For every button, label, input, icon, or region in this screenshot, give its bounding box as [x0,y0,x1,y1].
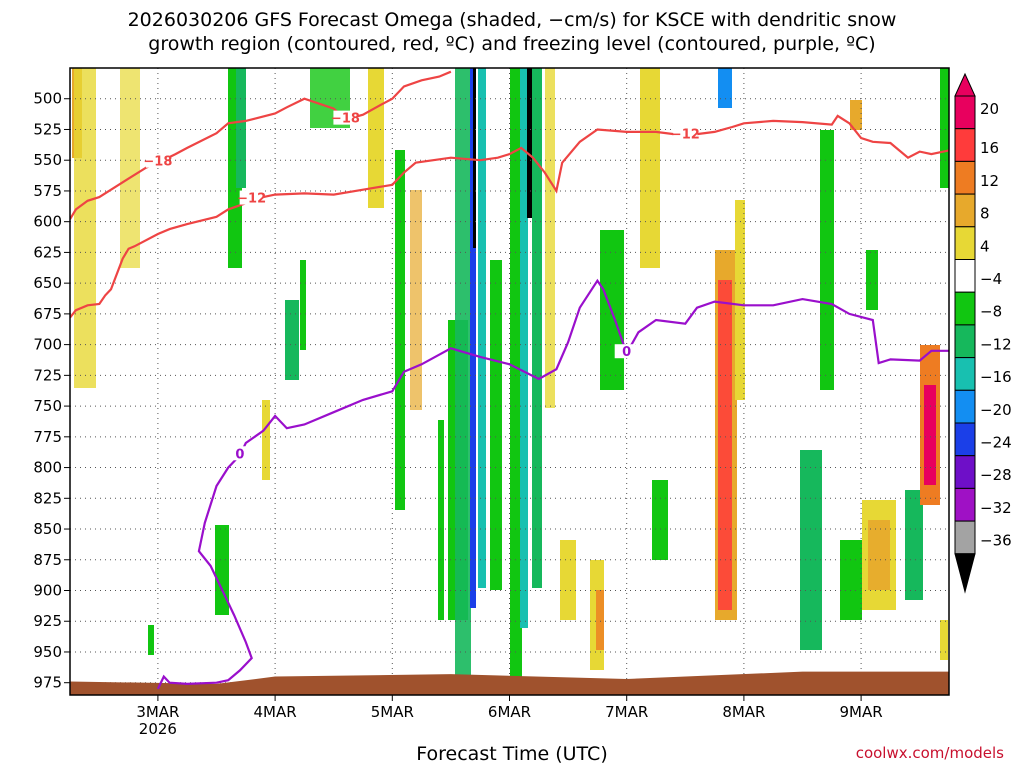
dgz-contour-1 [70,70,452,220]
omega-shading [72,68,949,688]
dgz-contour-1-label-bg [145,153,170,168]
colorbar-swatch [954,487,976,522]
colorbar-swatch [954,455,976,489]
colorbar-swatch [954,160,976,195]
dgz-contour-1-label: −18 [331,112,360,127]
colorbar-label: 12 [980,172,999,190]
x-tick-label: 5MAR [371,703,414,721]
y-tick-label: 650 [33,274,62,292]
y-tick-label: 850 [33,520,62,538]
y-tick-label: 950 [33,643,62,661]
ground-terrain [70,671,949,695]
dgz-contour-1-label-bg [333,110,358,125]
y-tick-label: 525 [33,120,62,138]
chart-title-line1: 2026030206 GFS Forecast Omega (shaded, −… [127,9,897,31]
y-tick-label: 925 [33,612,62,630]
colorbar-label: −8 [980,303,1002,321]
colorbar-label: 4 [980,237,990,255]
colorbar-label: 16 [980,139,999,157]
colorbar-label: −32 [980,499,1012,517]
x-tick-label: 9MAR [840,703,883,721]
colorbar-label: −12 [980,335,1012,353]
y-tick-label: 500 [33,90,62,108]
dgz-contour-0-label: −12 [671,128,700,143]
y-axis-ticks: 500 525 550 575 600 625 650 675 700 725 750 775 800 8… [33,90,70,692]
dgz-contour-1-label: −18 [143,155,172,170]
colorbar-label: −16 [980,368,1012,386]
colorbar-swatch [954,95,976,130]
colorbar-swatch [954,291,976,326]
colorbar-swatch [954,389,976,424]
y-tick-label: 550 [33,151,62,169]
x-tick-label: 7MAR [605,703,648,721]
x-axis-label: Forecast Time (UTC) [416,743,608,765]
x-tick-sublabel: 2026 [139,720,177,738]
y-tick-label: 800 [33,459,62,477]
y-tick-label: 675 [33,305,62,323]
colorbar-label: −20 [980,401,1012,419]
colorbar-swatch [954,357,976,391]
ground-fill [70,671,949,695]
colorbar-label: −28 [980,466,1012,484]
contours: −12 −12 −18 −18 0 0 [70,70,949,690]
x-tick-label: 4MAR [254,703,297,721]
dgz-contour-0 [70,114,949,319]
y-tick-label: 775 [33,428,62,446]
y-tick-label: 600 [33,213,62,231]
dgz-contour-0-label: −12 [237,192,266,207]
colorbar-label: −36 [980,532,1012,550]
dgz-contour-0-label-bg [673,126,698,141]
y-tick-label: 700 [33,336,62,354]
chart-title-line2: growth region (contoured, red, ºC) and f… [148,33,876,55]
colorbar-label: −4 [980,270,1002,288]
y-tick-label: 900 [33,582,62,600]
y-tick-label: 575 [33,182,62,200]
colorbar-swatch [954,226,976,261]
freezing-level-contour [156,278,949,690]
colorbar-label: 20 [980,100,999,118]
colorbar-swatch [954,259,976,293]
y-tick-label: 750 [33,397,62,415]
colorbar-label: 8 [980,205,990,223]
freezing-level-contour-label-bg [614,344,639,359]
colorbar-top-arrow [954,72,976,97]
colorbar-label: −24 [980,434,1012,452]
y-tick-label: 875 [33,551,62,569]
colorbar: 20 16 12 8 4 −4 −8 −12 −16 −20 −24 −28 −32 −36 [954,72,1012,594]
colorbar-swatch [954,128,976,162]
freezing-level-contour-label-bg [227,446,252,461]
y-tick-label: 975 [33,674,62,692]
y-tick-label: 625 [33,243,62,261]
x-tick-label: 8MAR [722,703,765,721]
freezing-level-contour-label: 0 [235,447,244,462]
y-tick-label: 825 [33,489,62,507]
x-tick-label: 3MAR [136,703,179,721]
site-credit: coolwx.com/models [855,744,1004,762]
x-tick-label: 6MAR [488,703,531,721]
colorbar-bottom-arrow [954,553,976,594]
colorbar-swatch [954,193,976,228]
colorbar-swatch [954,422,976,457]
dgz-contour-0-label-bg [239,190,264,205]
colorbar-swatch [954,324,976,359]
y-tick-label: 725 [33,366,62,384]
freezing-level-contour-label: 0 [622,345,631,360]
colorbar-swatch [954,520,976,555]
